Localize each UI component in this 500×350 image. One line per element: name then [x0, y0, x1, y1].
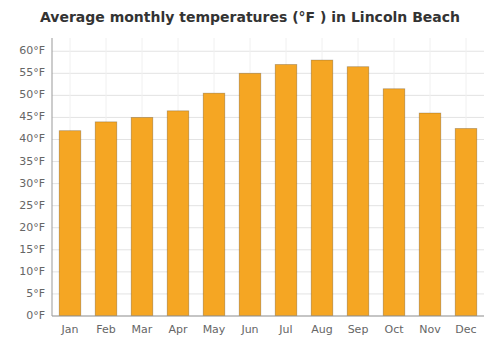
y-tick-label: 40°F: [19, 132, 45, 145]
y-tick-label: 0°F: [26, 309, 45, 322]
y-tick-label: 45°F: [19, 110, 45, 123]
bar: [455, 128, 477, 316]
x-tick-label: Jul: [278, 323, 292, 336]
x-tick-label: Oct: [384, 323, 404, 336]
x-tick-label: Feb: [96, 323, 115, 336]
y-tick-label: 35°F: [19, 155, 45, 168]
x-tick-label: Dec: [455, 323, 476, 336]
x-tick-label: Aug: [311, 323, 332, 336]
y-axis: 0°F 5°F 10°F 15°F 20°F 25°F 30°F 35°F 40°F 45°F 50…: [19, 38, 52, 322]
bar: [131, 117, 153, 316]
bar: [347, 67, 369, 316]
bars: [59, 60, 477, 316]
bar: [167, 111, 189, 316]
chart-container: 0°F 5°F 10°F 15°F 20°F 25°F 30°F 35°F 40°F 45°F 50…: [0, 0, 500, 350]
y-tick-label: 60°F: [19, 44, 45, 57]
grid-line: [52, 51, 484, 52]
y-tick-label: 55°F: [19, 66, 45, 79]
grid-line: [52, 95, 484, 96]
y-tick-label: 20°F: [19, 221, 45, 234]
grid-line: [52, 316, 484, 317]
y-tick-label: 10°F: [19, 265, 45, 278]
x-tick-label: May: [203, 323, 226, 336]
x-tick-label: Jun: [240, 323, 258, 336]
y-tick-label: 5°F: [26, 287, 45, 300]
title: Average monthly temperatures (°F ) in Li…: [40, 9, 460, 25]
bar: [95, 122, 117, 316]
y-tick-label: 50°F: [19, 88, 45, 101]
x-axis-line: [52, 316, 484, 317]
x-axis: Jan Feb Mar Apr May Jun Jul Aug Sep Oct Nov Dec: [52, 316, 484, 336]
y-axis-line: [52, 38, 53, 316]
bar: [59, 131, 81, 316]
bar: [311, 60, 333, 316]
x-tick-label: Jan: [61, 323, 79, 336]
grid-line: [52, 73, 484, 74]
y-tick-label: 30°F: [19, 177, 45, 190]
bar: [239, 73, 261, 316]
x-tick-label: Sep: [348, 323, 369, 336]
bar: [383, 89, 405, 316]
y-tick-label: 25°F: [19, 199, 45, 212]
x-tick-label: Mar: [132, 323, 153, 336]
y-tick-label: 15°F: [19, 243, 45, 256]
bar: [419, 113, 441, 316]
chart: 0°F 5°F 10°F 15°F 20°F 25°F 30°F 35°F 40°F 45°F 50…: [0, 0, 500, 350]
x-tick-label: Nov: [419, 323, 441, 336]
x-tick-label: Apr: [168, 323, 188, 336]
bar: [203, 93, 225, 316]
grid: [52, 38, 484, 316]
bar: [275, 64, 297, 316]
